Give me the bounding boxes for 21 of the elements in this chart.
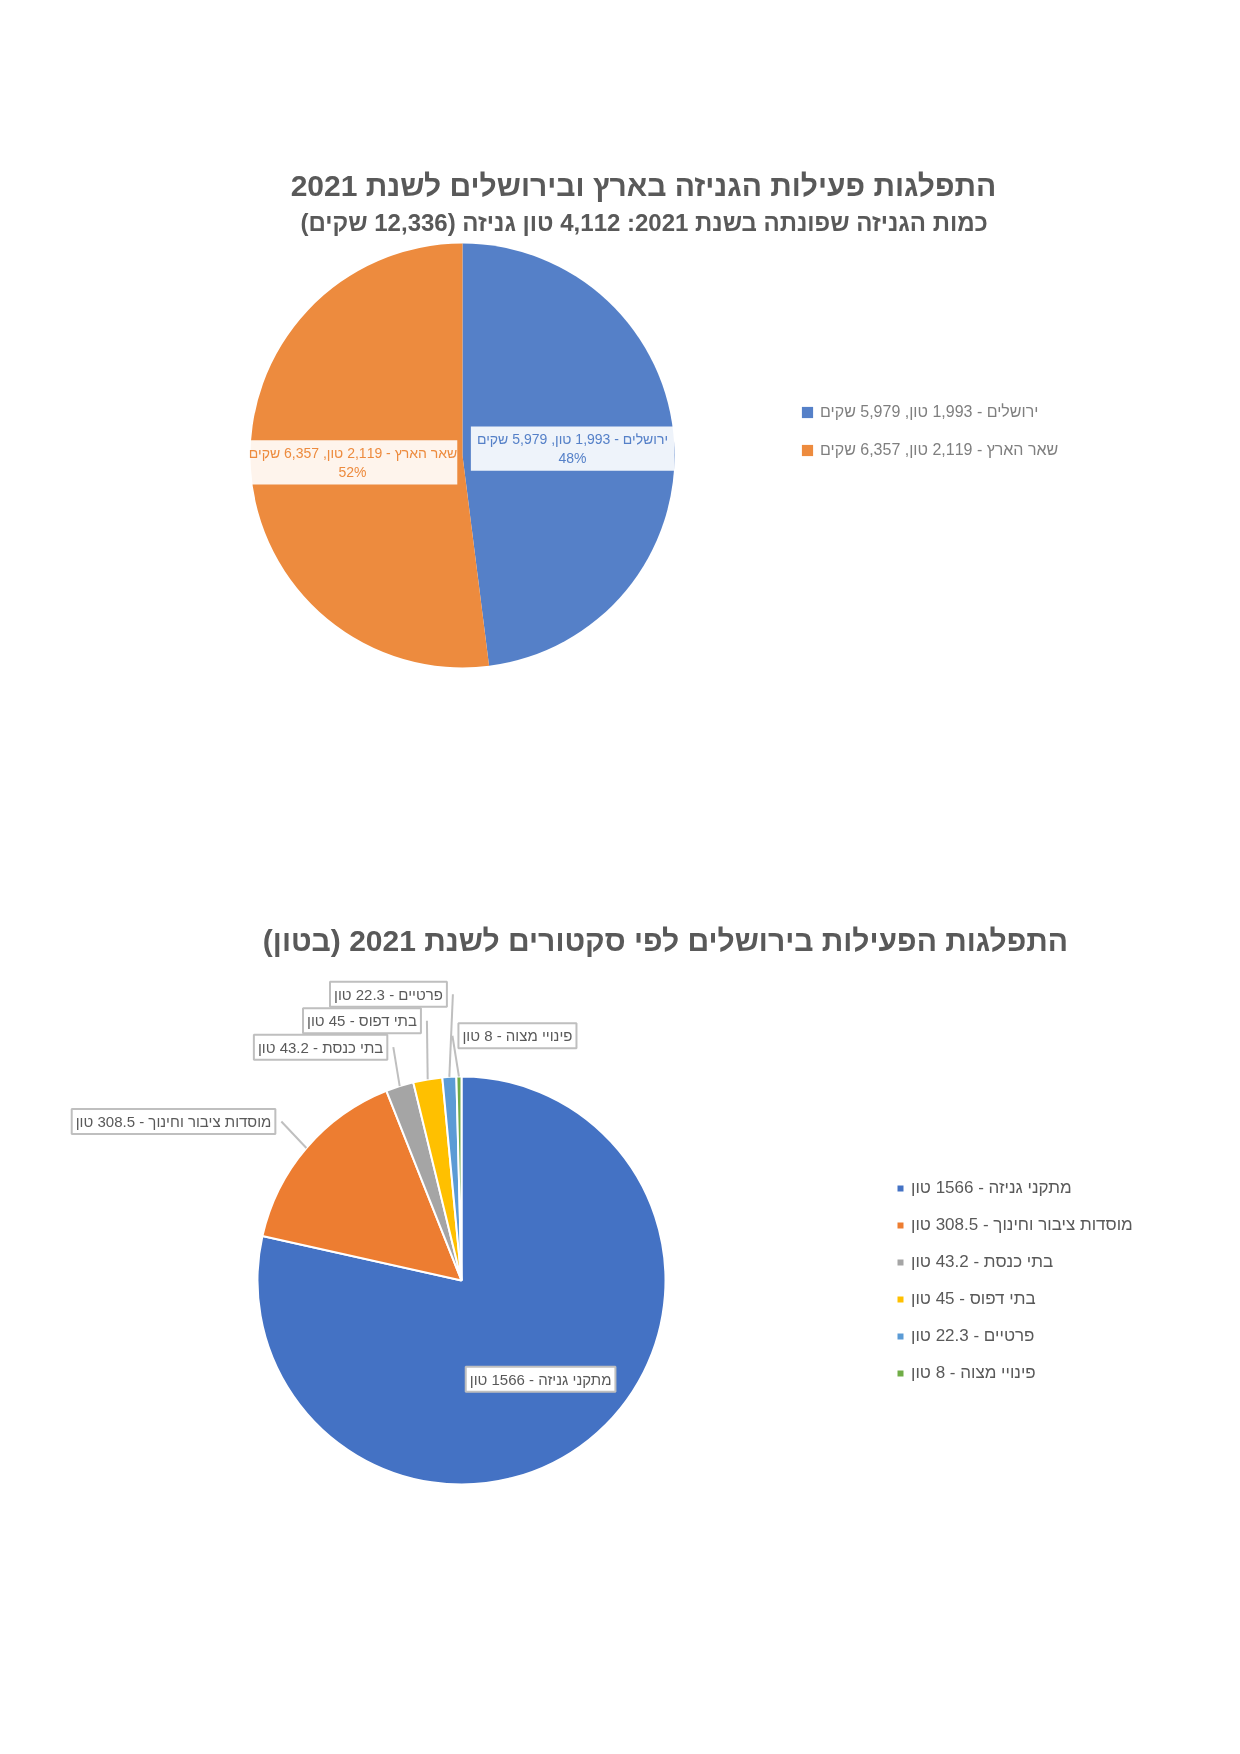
slice-label: בתי כנסת - 43.2 טון xyxy=(257,1038,384,1056)
legend-label: מתקני גניזה - 1566 טון xyxy=(911,1178,1072,1198)
legend-label: בתי כנסת - 43.2 טון xyxy=(911,1252,1054,1272)
slice-label: מוסדות ציבור וחינוך - 308.5 טון xyxy=(75,1113,272,1131)
legend-label: מוסדות ציבור וחינוך - 308.5 טון xyxy=(911,1215,1133,1235)
legend-label: שאר הארץ - 2,119 טון, 6,357 שקים xyxy=(820,440,1059,460)
data-label: 48% xyxy=(558,449,587,466)
slice-label: ירושלים - 1,993 טון, 5,979 שקים xyxy=(477,431,669,448)
legend-label: פינויי מצוה - 8 טון xyxy=(911,1363,1036,1383)
legend-label: פרטיים - 22.3 טון xyxy=(911,1326,1035,1346)
legend-label: ירושלים - 1,993 טון, 5,979 שקים xyxy=(820,402,1039,422)
chart-subtitle: כמות הגניזה שפונתה בשנת 2021: 4,112 טון גניזה (12,336 שקים) xyxy=(300,209,988,236)
slice-label: שאר הארץ - 2,119 טון, 6,357 שקים xyxy=(248,445,458,462)
data-label: 52% xyxy=(338,463,367,480)
slice-label: פינויי מצוה - 8 טון xyxy=(462,1027,573,1045)
slice-label: מתקני גניזה - 1566 טון xyxy=(469,1370,612,1388)
slice-label: פרטיים - 22.3 טון xyxy=(334,985,443,1003)
chart-title: התפלגות הפעילות בירושלים לפי סקטורים לשנת 2021 (בטון) xyxy=(262,924,1069,957)
chart-title: התפלגות פעילות הגניזה בארץ ובירושלים לשנת 2021 xyxy=(290,169,997,202)
legend-label: בתי דפוס - 45 טון xyxy=(911,1289,1036,1309)
slice-label: בתי דפוס - 45 טון xyxy=(307,1012,417,1030)
